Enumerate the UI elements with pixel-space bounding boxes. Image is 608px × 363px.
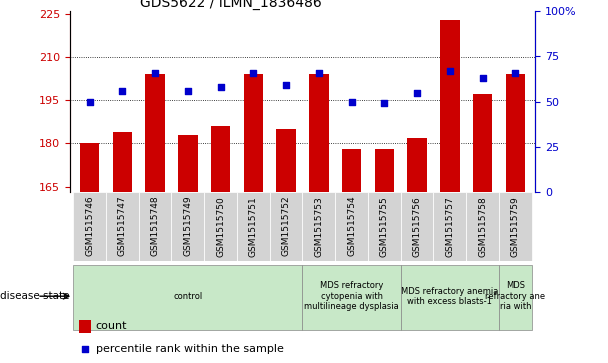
- Text: GSM1515747: GSM1515747: [118, 196, 127, 257]
- Text: count: count: [95, 321, 127, 331]
- Bar: [211, 126, 230, 192]
- Bar: [375, 149, 394, 192]
- Bar: [434, 192, 466, 261]
- Text: MDS refractory anemia
with excess blasts-1: MDS refractory anemia with excess blasts…: [401, 286, 499, 306]
- Point: [85, 99, 94, 105]
- Bar: [506, 74, 525, 192]
- Bar: [80, 143, 99, 192]
- Text: GSM1515754: GSM1515754: [347, 196, 356, 257]
- Point: [150, 70, 160, 76]
- Bar: [309, 74, 329, 192]
- Text: GSM1515752: GSM1515752: [282, 196, 291, 257]
- Bar: [302, 192, 335, 261]
- Point: [80, 346, 90, 352]
- Text: GSM1515758: GSM1515758: [478, 196, 487, 257]
- Bar: [79, 320, 91, 333]
- Bar: [171, 192, 204, 261]
- Bar: [335, 192, 368, 261]
- Point: [511, 70, 520, 76]
- Bar: [244, 74, 263, 192]
- Bar: [204, 192, 237, 261]
- Point: [282, 82, 291, 88]
- Bar: [499, 192, 532, 261]
- Bar: [342, 149, 361, 192]
- Bar: [466, 192, 499, 261]
- Bar: [407, 138, 427, 192]
- Point: [379, 101, 389, 106]
- Bar: [302, 265, 401, 330]
- Bar: [139, 192, 171, 261]
- Bar: [401, 192, 434, 261]
- Text: GSM1515748: GSM1515748: [151, 196, 159, 257]
- Point: [478, 75, 488, 81]
- Text: GSM1515755: GSM1515755: [380, 196, 389, 257]
- Bar: [178, 135, 198, 192]
- Bar: [106, 192, 139, 261]
- Text: control: control: [173, 292, 202, 301]
- Bar: [73, 192, 106, 261]
- Bar: [237, 192, 270, 261]
- Point: [314, 70, 323, 76]
- Text: GSM1515757: GSM1515757: [446, 196, 454, 257]
- Text: GSM1515750: GSM1515750: [216, 196, 225, 257]
- Bar: [73, 265, 302, 330]
- Bar: [112, 132, 132, 192]
- Text: GSM1515756: GSM1515756: [413, 196, 421, 257]
- Text: disease state: disease state: [0, 291, 69, 301]
- Text: GSM1515751: GSM1515751: [249, 196, 258, 257]
- Point: [412, 90, 422, 95]
- Bar: [440, 20, 460, 192]
- Text: MDS
refractory ane
ria with: MDS refractory ane ria with: [485, 281, 545, 311]
- Text: MDS refractory
cytopenia with
multilineage dysplasia: MDS refractory cytopenia with multilinea…: [304, 281, 399, 311]
- Text: GDS5622 / ILMN_1836486: GDS5622 / ILMN_1836486: [140, 0, 322, 10]
- Point: [183, 88, 193, 94]
- Bar: [368, 192, 401, 261]
- Bar: [276, 129, 296, 192]
- Bar: [401, 265, 499, 330]
- Text: GSM1515759: GSM1515759: [511, 196, 520, 257]
- Bar: [270, 192, 303, 261]
- Text: GSM1515753: GSM1515753: [314, 196, 323, 257]
- Point: [117, 88, 127, 94]
- Point: [216, 84, 226, 90]
- Bar: [473, 94, 492, 192]
- Bar: [499, 265, 532, 330]
- Point: [445, 68, 455, 74]
- Bar: [145, 74, 165, 192]
- Text: GSM1515746: GSM1515746: [85, 196, 94, 257]
- Point: [249, 70, 258, 76]
- Text: percentile rank within the sample: percentile rank within the sample: [95, 344, 283, 354]
- Text: GSM1515749: GSM1515749: [184, 196, 192, 257]
- Point: [347, 99, 356, 105]
